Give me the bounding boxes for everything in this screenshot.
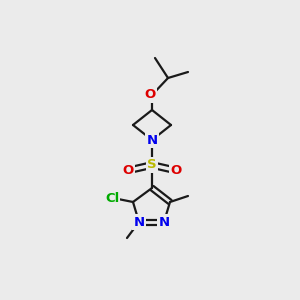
Text: O: O <box>170 164 182 176</box>
Text: O: O <box>122 164 134 176</box>
Text: S: S <box>147 158 157 172</box>
Text: N: N <box>146 134 158 146</box>
Text: N: N <box>134 215 145 229</box>
Text: Cl: Cl <box>105 193 119 206</box>
Text: O: O <box>144 88 156 101</box>
Text: N: N <box>158 215 169 229</box>
